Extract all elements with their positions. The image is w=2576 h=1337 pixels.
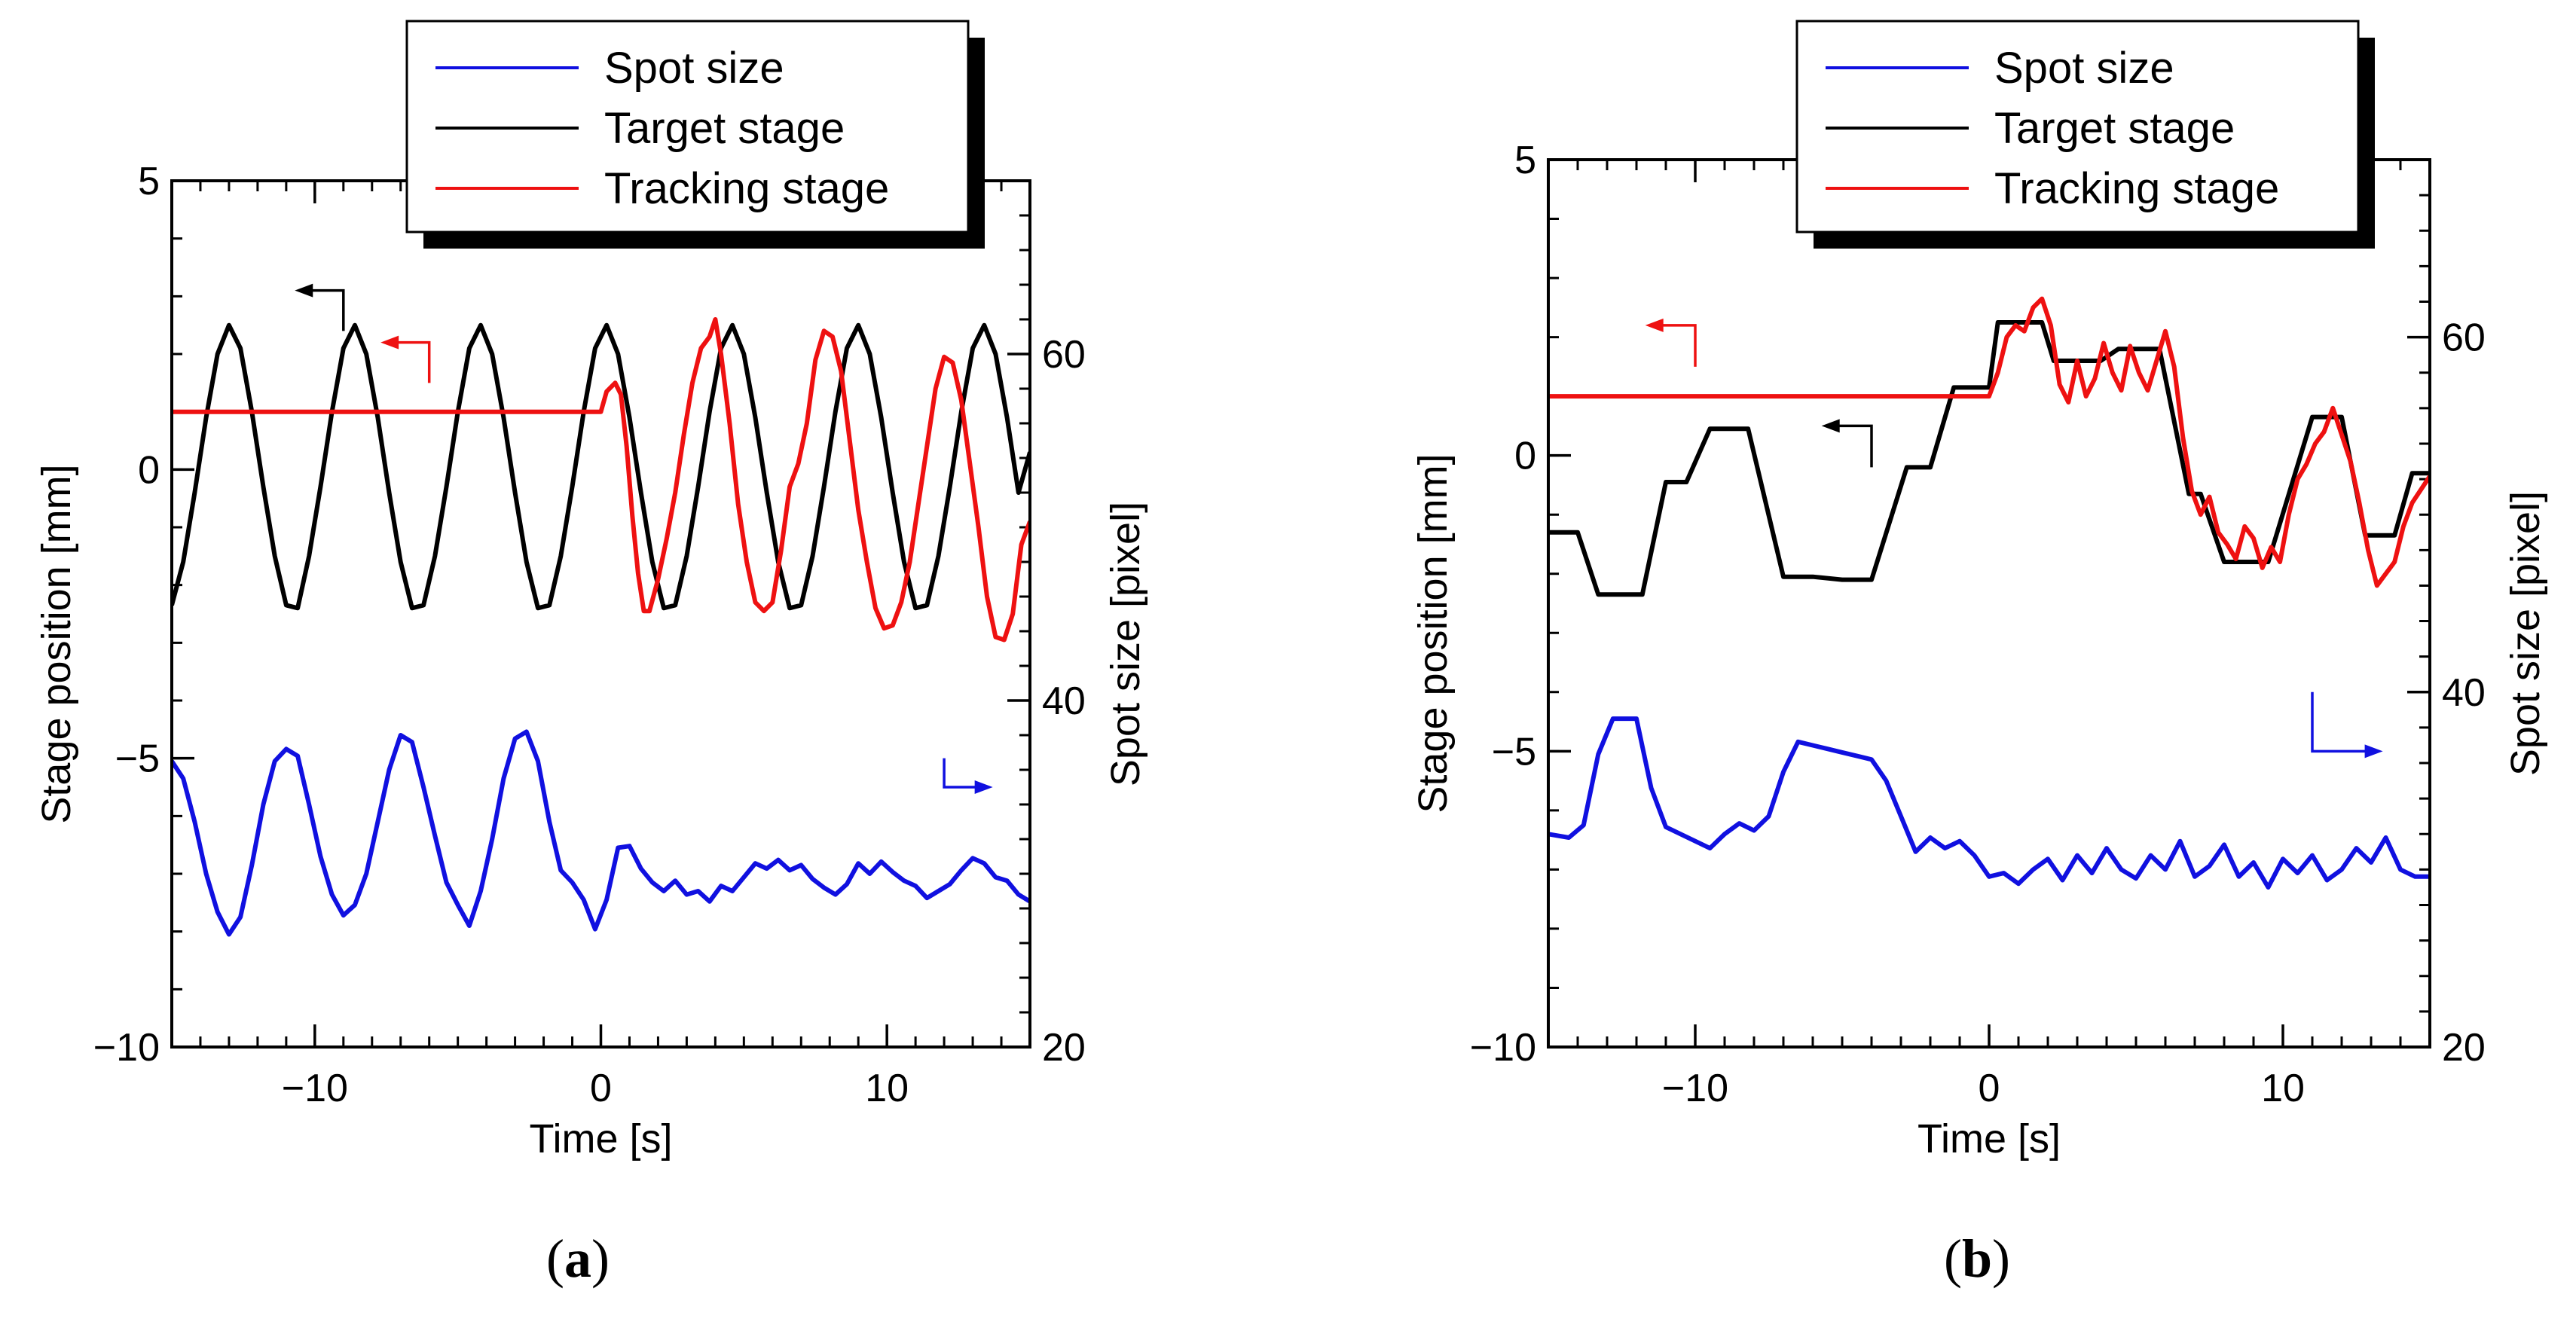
x-axis-label-a: Time [s]	[529, 1116, 672, 1161]
x-tick-label-b: 0	[1979, 1067, 2000, 1110]
x-tick-label-a: −10	[282, 1067, 348, 1110]
legend-label-tracking-a: Tracking stage	[604, 164, 889, 213]
series-line-target-stage-a	[172, 322, 1030, 611]
x-tick-label-a: 0	[590, 1067, 612, 1110]
series-line-tracking-stage-a	[172, 317, 1030, 643]
axis-arrow-b-2	[2311, 691, 2374, 753]
legend-label-spot-a: Spot size	[604, 44, 784, 93]
caption-b-open: (	[1944, 1229, 1962, 1289]
legend-label-spot-b: Spot size	[1994, 44, 2174, 93]
y-tick-label-b: −10	[1470, 1026, 1536, 1070]
caption-a: (a)	[546, 1228, 610, 1290]
y-tick-label-a: 0	[138, 448, 160, 492]
y2-tick-label-b: 20	[2442, 1026, 2486, 1070]
y2-axis-label-b: Spot size [pixel]	[2503, 491, 2548, 776]
axis-arrowhead-a-2	[974, 780, 993, 794]
y-axis-label-b: Stage position [mm]	[1410, 453, 1456, 813]
caption-a-open: (	[546, 1229, 564, 1289]
axis-arrowhead-a-0	[295, 283, 313, 298]
y-tick-label-a: −5	[115, 737, 160, 781]
y-tick-label-a: −10	[93, 1026, 160, 1070]
axis-arrow-a-0	[304, 288, 345, 331]
caption-b-label: b	[1961, 1229, 1993, 1289]
y2-tick-label-a: 20	[1042, 1026, 1086, 1070]
series-line-tracking-stage-b	[1548, 296, 2430, 588]
caption-b-close: )	[1992, 1229, 2011, 1289]
y-tick-label-b: 5	[1514, 139, 1536, 182]
y2-tick-label-a: 40	[1042, 679, 1086, 723]
x-axis-label-b: Time [s]	[1917, 1116, 2061, 1161]
axis-arrowhead-b-0	[1645, 318, 1664, 332]
y-axis-label-a: Stage position [mm]	[34, 464, 79, 823]
y-tick-label-b: −5	[1492, 730, 1536, 774]
legend-label-target-b: Target stage	[1994, 104, 2235, 153]
series-line-spot-size-b	[1548, 716, 2430, 890]
caption-a-label: a	[564, 1229, 591, 1289]
axis-arrow-a-1	[390, 340, 431, 383]
x-tick-label-b: 10	[2261, 1067, 2305, 1110]
axis-arrow-b-0	[1654, 324, 1697, 367]
legend-label-tracking-b: Tracking stage	[1994, 164, 2279, 213]
series-line-spot-size-a	[172, 729, 1030, 937]
legend-label-target-a: Target stage	[604, 104, 845, 153]
y-tick-label-a: 5	[138, 160, 160, 203]
caption-a-close: )	[591, 1229, 610, 1289]
axis-arrow-b-1	[1830, 424, 1873, 468]
y-tick-label-b: 0	[1514, 435, 1536, 478]
x-tick-label-a: 10	[865, 1067, 909, 1110]
y2-axis-label-a: Spot size [pixel]	[1103, 502, 1148, 786]
axis-arrow-a-2	[943, 758, 984, 789]
axis-arrowhead-b-1	[1821, 419, 1840, 433]
y2-tick-label-b: 60	[2442, 316, 2486, 360]
chart-b: −10 0 10 −10 −5 0 5 20 40 60 Time [s] Stage positio…	[1410, 20, 2548, 1161]
axis-arrowhead-a-1	[380, 335, 399, 350]
axis-arrowhead-b-2	[2364, 744, 2383, 759]
y2-tick-label-b: 40	[2442, 671, 2486, 715]
caption-b: (b)	[1944, 1228, 2010, 1290]
series-line-target-stage-b	[1548, 320, 2430, 597]
minor-ticks-b	[1547, 158, 2431, 1049]
plot-frame-b	[1547, 158, 2431, 1049]
chart-a: −10 0 10 −10 −5 0 5 20 40 60 Time [s] Stage positio…	[34, 20, 1148, 1161]
x-tick-label-b: −10	[1662, 1067, 1728, 1110]
y2-tick-label-a: 60	[1042, 333, 1086, 377]
